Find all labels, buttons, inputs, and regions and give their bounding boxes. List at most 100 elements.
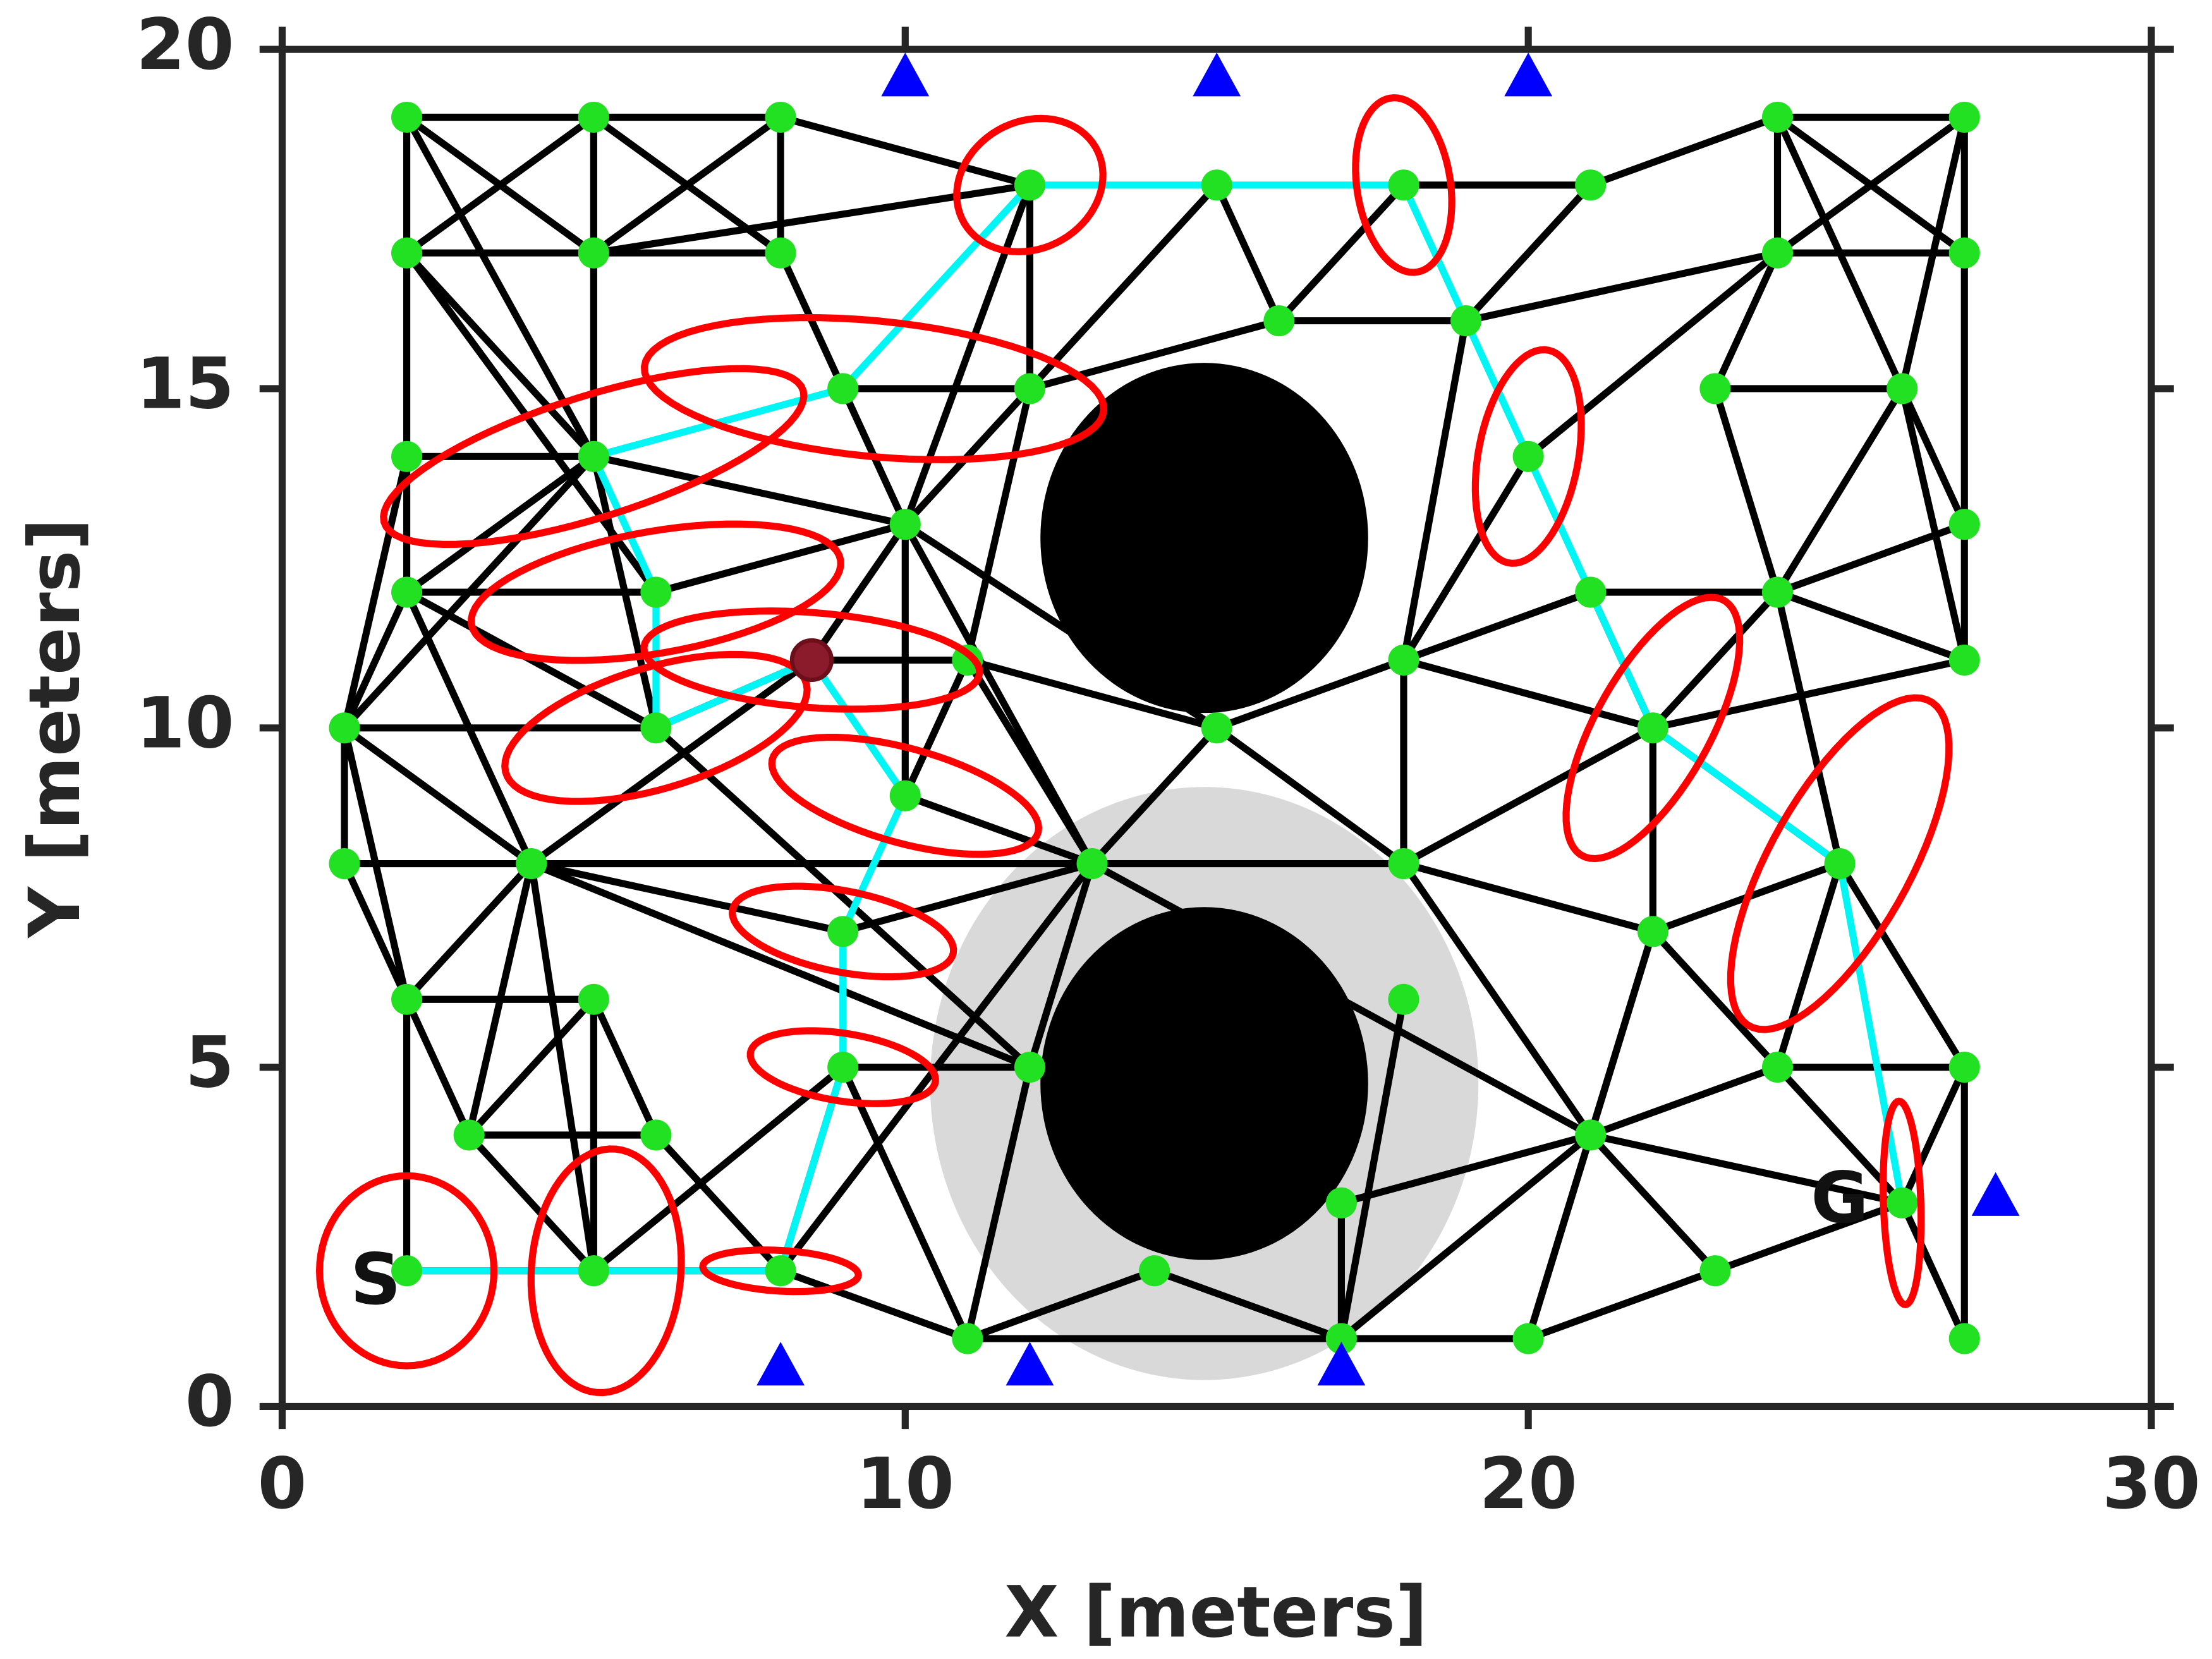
covariance-ellipse: [380, 365, 808, 548]
roadmap-node: [1201, 712, 1232, 744]
robot-marker: [789, 638, 834, 683]
roadmap-edge: [1776, 521, 1966, 596]
covariance-ellipse: [768, 733, 1043, 858]
roadmap-edge: [1776, 588, 1966, 664]
x-tick-label: 0: [258, 1443, 307, 1525]
roadmap-node: [1450, 305, 1482, 337]
covariance-ellipse: [699, 1246, 862, 1296]
landmark: [1971, 1172, 2020, 1216]
landmark: [1504, 52, 1553, 97]
obstacle: [1040, 363, 1368, 714]
roadmap-node: [1948, 1052, 1980, 1083]
roadmap-edge: [1899, 1066, 1968, 1205]
roadmap-node: [640, 1119, 672, 1151]
roadmap-edge: [341, 456, 411, 729]
roadmap-node: [1325, 1323, 1357, 1354]
roadmap-edge: [653, 725, 1033, 1070]
roadmap-node: [391, 1255, 423, 1287]
roadmap-edge: [530, 860, 1031, 1071]
roadmap-edge: [1402, 724, 1655, 867]
roadmap-edge: [1402, 657, 1654, 732]
roadmap-node: [1887, 373, 1918, 404]
roadmap-edge: [964, 387, 1033, 661]
roadmap-node: [453, 1119, 485, 1151]
roadmap-node: [1575, 169, 1607, 201]
roadmap-edge: [1089, 726, 1220, 866]
roadmap-edge: [964, 658, 1095, 866]
landmark: [1006, 1342, 1054, 1386]
roadmap-edge: [1028, 317, 1280, 392]
roadmap-edge: [1650, 590, 1780, 731]
roadmap-node: [391, 237, 423, 269]
roadmap-edge: [1899, 387, 1968, 661]
x-tick-label: 20: [1480, 1443, 1577, 1525]
roadmap-edge: [1524, 1134, 1595, 1340]
roadmap-node: [827, 373, 859, 404]
roadmap-edge: [1589, 1064, 1779, 1139]
covariance-ellipse: [640, 314, 1108, 463]
y-tick-label: 10: [136, 683, 234, 765]
roadmap-edge: [593, 453, 906, 528]
roadmap-node: [391, 576, 423, 608]
covariance-ellipse: [746, 1027, 939, 1107]
roadmap-edge: [1465, 249, 1778, 325]
roadmap-node: [827, 916, 859, 947]
roadmap-edge: [590, 997, 660, 1137]
covariance-ellipse: [729, 882, 957, 981]
roadmap-edge: [404, 250, 597, 459]
roadmap-edge: [902, 659, 971, 798]
roadmap-node: [1699, 1255, 1731, 1287]
roadmap-edge: [779, 1267, 969, 1342]
roadmap-edge: [528, 863, 597, 1272]
roadmap-node: [578, 1255, 609, 1287]
roadmap-edge: [842, 860, 1093, 935]
y-tick-label: 20: [136, 4, 234, 86]
roadmap-node: [1761, 237, 1794, 269]
y-axis-label: Y [meters]: [14, 518, 96, 939]
roadmap-edge: [1589, 114, 1779, 189]
roadmap-edge: [341, 590, 410, 730]
roadmap-node: [1948, 1323, 1980, 1354]
roadmap-edge: [655, 521, 906, 596]
obstacle: [1040, 907, 1368, 1260]
covariance-ellipse: [640, 607, 983, 713]
roadmap-edge: [404, 114, 596, 256]
roadmap-edge: [466, 997, 597, 1138]
roadmap-edge: [1652, 656, 1966, 732]
roadmap-edge: [530, 860, 844, 935]
roadmap-node: [1761, 101, 1794, 133]
roadmap-node: [889, 780, 921, 811]
annotation: S: [350, 1239, 401, 1321]
landmark: [1193, 52, 1241, 97]
roadmap-node: [765, 101, 796, 133]
y-tick-label: 5: [185, 1021, 234, 1103]
roadmap-edge: [1774, 116, 1905, 391]
roadmap-node: [1014, 169, 1046, 201]
roadmap-edge: [1589, 1131, 1903, 1206]
roadmap-edge: [1339, 1132, 1593, 1342]
roadmap-node: [1014, 373, 1046, 404]
landmark: [757, 1342, 805, 1386]
roadmap-node: [578, 237, 609, 269]
roadmap-edge: [808, 522, 908, 662]
roadmap-node: [765, 237, 796, 269]
roadmap-node: [1887, 1187, 1918, 1218]
roadmap-node: [1761, 576, 1794, 608]
annotation: G: [1811, 1157, 1869, 1239]
roadmap-node: [1637, 916, 1668, 947]
roadmap-node: [329, 848, 360, 880]
roadmap-node: [640, 712, 672, 744]
covariance-ellipse: [501, 650, 811, 805]
roadmap-node: [578, 441, 609, 472]
roadmap-edge: [1215, 657, 1405, 732]
roadmap-node: [1948, 509, 1980, 540]
roadmap-node: [889, 509, 921, 540]
covariance-ellipse: [1352, 94, 1455, 276]
roadmap-edge: [1400, 320, 1470, 661]
covariance-ellipse: [1471, 346, 1585, 567]
covariance-ellipse: [1880, 1097, 1925, 1309]
roadmap-edge: [779, 114, 1031, 189]
roadmap-node: [1948, 644, 1980, 676]
roadmap-node: [1699, 373, 1731, 404]
